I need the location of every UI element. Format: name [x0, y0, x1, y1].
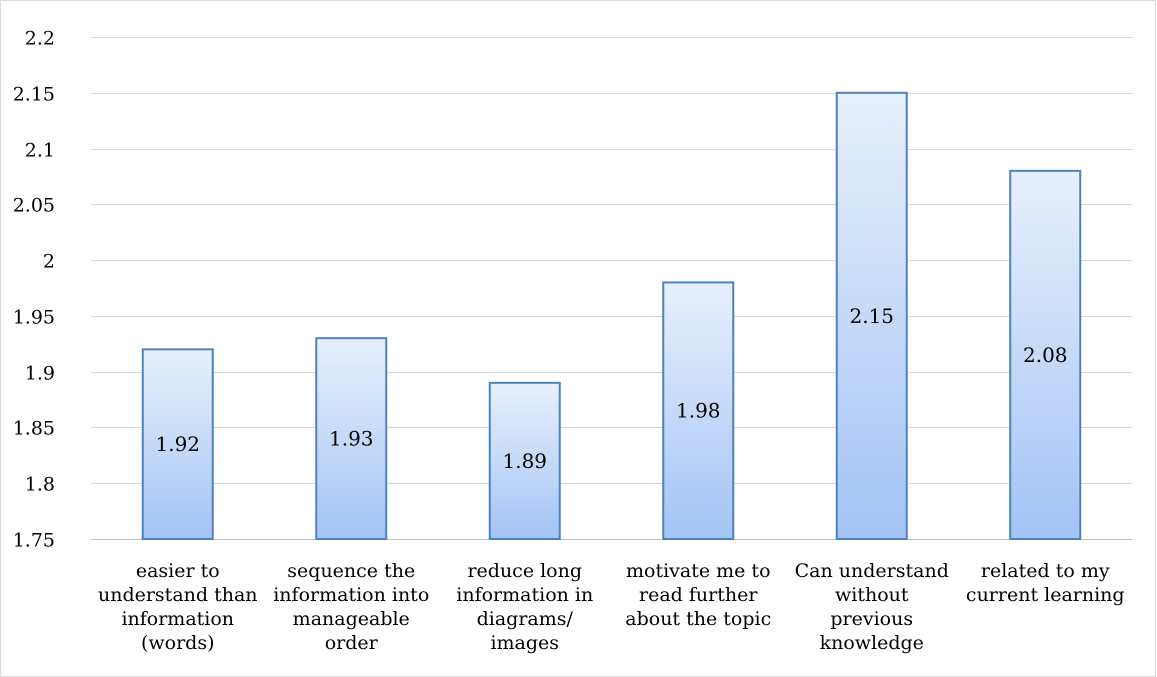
data-label: 1.89 [502, 449, 547, 473]
y-tick-label: 1.85 [13, 418, 55, 440]
category-label-line: knowledge [820, 632, 924, 654]
category-label-line: manageable [293, 608, 410, 630]
category-label-line: Can understand [795, 560, 949, 582]
category-label-line: information in [456, 584, 593, 606]
data-label: 1.92 [155, 432, 200, 456]
category-label-line: understand than [98, 584, 258, 606]
y-tick-label: 2.05 [13, 195, 55, 217]
category-label-line: sequence the [287, 560, 415, 582]
category-label-line: without [835, 584, 909, 606]
bar [1009, 169, 1082, 540]
category-label-line: motivate me to [626, 560, 771, 582]
data-label: 2.15 [849, 304, 894, 328]
data-label: 1.98 [676, 399, 721, 423]
y-axis-tick-labels: 1.75 1.8 1.85 1.9 1.95 2 2.05 2.1 2.15 2.2 [13, 28, 55, 552]
category-label-line: about the topic [625, 608, 771, 630]
category-label-line: images [490, 632, 559, 654]
bar [141, 348, 214, 540]
category-label-line: reduce long [467, 560, 582, 582]
bar [662, 281, 735, 540]
y-tick-label: 1.9 [25, 363, 55, 385]
y-tick-label: 2.1 [25, 140, 55, 162]
y-tick-label: 2 [43, 251, 55, 273]
y-tick-label: 2.15 [13, 84, 55, 106]
y-tick-label: 1.75 [13, 530, 55, 552]
category-label-line: diagrams/ [477, 608, 574, 630]
bars [141, 91, 1082, 541]
data-label: 1.93 [329, 427, 374, 451]
bar [488, 381, 561, 541]
y-tick-label: 1.8 [25, 474, 55, 496]
category-label-line: information into [273, 584, 429, 606]
y-tick-label: 1.95 [13, 307, 55, 329]
category-label-line: information [121, 608, 234, 630]
category-label-line: related to my [981, 560, 1110, 582]
category-label-line: current learning [966, 584, 1125, 606]
category-label-line: easier to [136, 560, 220, 582]
category-label-line: read further [639, 584, 758, 606]
gridlines [91, 37, 1132, 540]
category-label-line: (words) [141, 632, 215, 654]
y-tick-label: 2.2 [25, 28, 55, 50]
bar [835, 91, 908, 541]
bar [315, 337, 388, 541]
category-label-line: previous [830, 608, 913, 630]
category-label-line: order [325, 632, 379, 654]
data-labels: 1.92 1.93 1.89 1.98 2.15 2.08 [155, 304, 1067, 473]
data-label: 2.08 [1023, 343, 1068, 367]
